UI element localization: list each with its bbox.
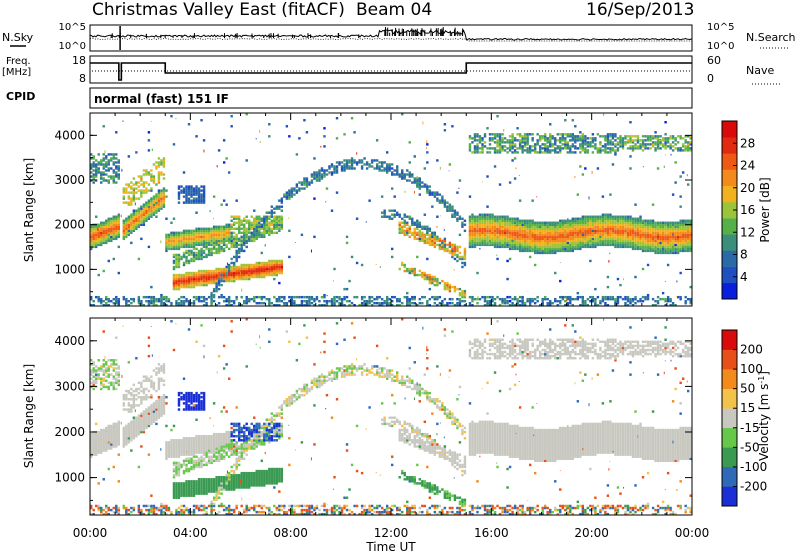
power-colorbar: 28 24 20 16 12 8 4 — [721, 120, 755, 300]
velocity-colorbar-segment — [722, 388, 737, 409]
power-colorbar-segment — [722, 218, 737, 235]
velocity-colorbar-label: 15 — [740, 401, 755, 415]
freq-tick-bottom: 8 — [79, 72, 86, 85]
noise-search-trace — [89, 38, 692, 42]
power-axes: 1000 2000 3000 4000 — [54, 113, 693, 306]
noise-sky-trace — [89, 29, 692, 41]
velocity-colorbar-frame — [721, 329, 738, 507]
cpid-text: normal (fast) 151 IF — [94, 92, 229, 106]
power-colorbar-segment — [722, 153, 737, 170]
power-ytick-label: 1000 — [54, 262, 85, 276]
noise-tick-right-bottom: 10^0 — [707, 41, 734, 52]
freq-label-1: Freq. — [6, 56, 31, 67]
date-label: 16/Sep/2013 — [586, 0, 695, 20]
velocity-colorbar-label: 100 — [740, 362, 763, 376]
velocity-colorbar-segment — [722, 349, 737, 370]
velocity-colorbar: 200 100 50 15 -15 -50 -100 -200 — [721, 329, 767, 507]
velocity-colorbar-segment — [722, 427, 737, 448]
velocity-colorbar-label: -50 — [740, 440, 760, 454]
time-tick-label: 00:00 — [73, 526, 108, 540]
time-tick-label: 16:00 — [474, 526, 509, 540]
time-tick-label: 12:00 — [374, 526, 409, 540]
freq-tick-top: 18 — [72, 54, 86, 67]
nave-tick-top: 60 — [707, 54, 721, 67]
velocity-colorbar-segment — [722, 408, 737, 429]
velocity-ytick-label: 3000 — [54, 379, 85, 393]
time-tick-label: 04:00 — [173, 526, 208, 540]
power-ytick-label: 4000 — [54, 128, 85, 142]
freq-panel — [89, 55, 693, 84]
power-colorbar-label: 28 — [740, 136, 755, 150]
time-axis-label: Time UT — [365, 540, 416, 554]
velocity-axes: 1000 2000 3000 4000 — [54, 318, 693, 515]
power-heatmap — [90, 113, 692, 306]
cpid-label: CPID — [6, 90, 35, 103]
freq-traces — [90, 62, 692, 81]
nave-label: Nave — [746, 64, 774, 77]
velocity-ytick-label: 2000 — [54, 425, 85, 439]
freq-label-2: [MHz] — [2, 67, 31, 78]
noise-panel — [89, 24, 693, 52]
power-colorbar-label: 20 — [740, 181, 755, 195]
velocity-colorbar-segment — [722, 330, 737, 350]
velocity-colorbar-segment — [722, 447, 737, 468]
power-colorbar-segment — [722, 201, 737, 219]
power-colorbar-segment — [722, 282, 737, 300]
power-colorbar-segment — [722, 169, 737, 187]
velocity-heatmap — [90, 318, 692, 515]
velocity-ylabel: Slant Range [km] — [22, 364, 36, 468]
velocity-colorbar-label: -100 — [740, 460, 767, 474]
nsearch-label: N.Search — [746, 31, 796, 44]
power-colorbar-segment — [722, 121, 737, 138]
nsky-label: N.Sky — [2, 31, 34, 44]
frequency-trace — [90, 62, 692, 81]
velocity-colorbar-label: Velocity [m s-1] — [757, 371, 772, 461]
noise-tick-bottom: 10^0 — [59, 41, 86, 52]
power-colorbar-segment — [722, 234, 737, 251]
velocity-colorbar-label: 200 — [740, 343, 763, 357]
power-colorbar-label: 24 — [740, 159, 755, 173]
power-colorbar-label: 16 — [740, 203, 755, 217]
velocity-colorbar-label: 50 — [740, 382, 755, 396]
power-colorbar-label: 12 — [740, 225, 755, 239]
velocity-colorbar-label: -15 — [740, 421, 760, 435]
time-tick-label: 00:00 — [675, 526, 710, 540]
cpid-panel — [89, 87, 693, 109]
time-axis-ticks: 00:00 04:00 08:00 12:00 16:00 20:00 00:00 — [73, 526, 710, 540]
noise-tick-right-top: 10^5 — [707, 22, 734, 33]
beam-label: Beam 04 — [356, 0, 433, 20]
power-ylabel: Slant Range [km] — [22, 158, 36, 262]
power-colorbar-segment — [722, 250, 737, 267]
velocity-ytick-label: 4000 — [54, 334, 85, 348]
velocity-colorbar-segment — [722, 466, 737, 487]
nave-tick-bottom: 0 — [707, 72, 714, 85]
power-colorbar-label: Power [dB] — [758, 177, 772, 242]
power-colorbar-segment — [722, 266, 737, 284]
power-colorbar-label: 8 — [740, 248, 748, 262]
velocity-colorbar-label: -200 — [740, 479, 767, 493]
radar-title: Christmas Valley East (fitACF) — [92, 0, 345, 20]
noise-tick-top: 10^5 — [59, 22, 86, 33]
power-ytick-label: 3000 — [54, 173, 85, 187]
time-tick-label: 20:00 — [574, 526, 609, 540]
velocity-colorbar-segment — [722, 486, 737, 507]
power-colorbar-segment — [722, 137, 737, 154]
velocity-colorbar-segment — [722, 369, 737, 389]
power-ytick-label: 2000 — [54, 218, 85, 232]
power-colorbar-label: 4 — [740, 270, 748, 284]
velocity-ytick-label: 1000 — [54, 471, 85, 485]
noise-traces — [89, 26, 692, 50]
time-tick-label: 08:00 — [273, 526, 308, 540]
power-colorbar-segment — [722, 185, 737, 203]
